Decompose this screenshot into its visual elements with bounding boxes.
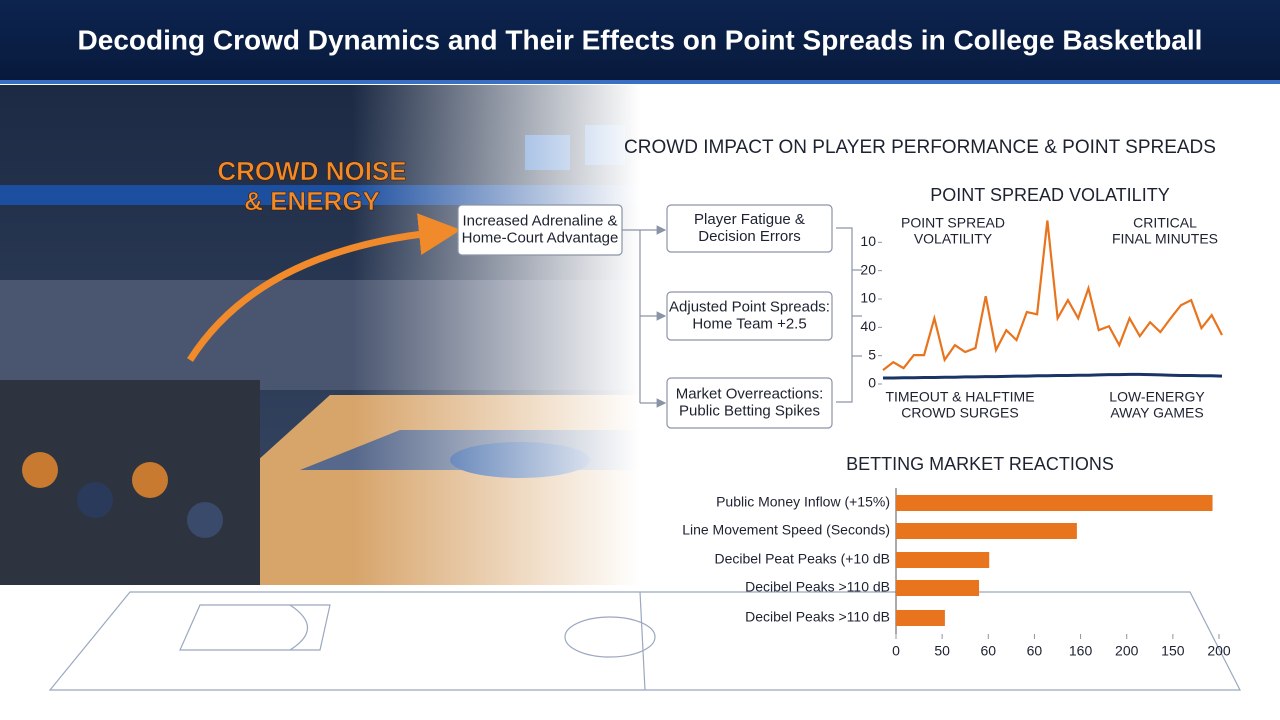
chart-title: BETTING MARKET REACTIONS (846, 454, 1114, 474)
bar (896, 523, 1077, 539)
node-label: Market Overreactions: (676, 385, 824, 402)
x-tick-label: 60 (980, 643, 996, 659)
header-rule (0, 80, 1280, 84)
annotation: CROWD SURGES (901, 405, 1018, 421)
x-tick-label: 150 (1161, 643, 1185, 659)
y-tick-label: 10 (860, 290, 876, 306)
node-label: Home-Court Advantage (462, 229, 619, 246)
line-series (883, 372, 1223, 380)
arena-photo (0, 85, 640, 585)
node-label: Player Fatigue & (694, 211, 805, 228)
category-label: Decibel Peaks >110 dB (745, 609, 890, 625)
bar (896, 495, 1213, 511)
chart-title: POINT SPREAD VOLATILITY (930, 185, 1169, 205)
bar (896, 552, 990, 568)
x-tick-label: 0 (892, 643, 900, 659)
diagram-title: CROWD IMPACT ON PLAYER PERFORMANCE & POI… (624, 137, 1216, 158)
connectors (622, 225, 862, 408)
bar (896, 580, 980, 596)
y-tick-label: 5 (868, 346, 876, 362)
node-label: Home Team +2.5 (692, 315, 806, 332)
annotation: FINAL MINUTES (1112, 231, 1218, 247)
court-sketch (48, 591, 1241, 691)
diagram-node: Increased Adrenaline &Home-Court Advanta… (457, 204, 623, 256)
y-tick-label: 0 (868, 375, 876, 391)
category-label: Decibel Peaks >110 dB (745, 579, 890, 595)
diagram-node: Player Fatigue &Decision Errors (666, 204, 833, 253)
node-box (666, 204, 833, 253)
category-label: Decibel Peat Peaks (+10 dB (715, 551, 891, 567)
x-tick-label: 160 (1069, 643, 1093, 659)
y-tick-label: 10 (860, 233, 876, 249)
node-label: Decision Errors (698, 228, 801, 245)
x-tick-label: 200 (1207, 643, 1231, 659)
y-tick-label: 40 (860, 318, 876, 334)
node-box (666, 377, 833, 429)
bar (896, 610, 945, 626)
annotation: LOW-ENERGY (1109, 389, 1205, 405)
diagram-node: Market Overreactions:Public Betting Spik… (666, 377, 833, 429)
y-tick-label: 20 (860, 261, 876, 277)
annotation: CRITICAL (1133, 215, 1197, 231)
node-label: Increased Adrenaline & (462, 212, 617, 229)
category-label: Public Money Inflow (+15%) (716, 494, 890, 510)
page-title: Decoding Crowd Dynamics and Their Effect… (78, 24, 1203, 55)
line-series (882, 220, 1223, 371)
annotation: TIMEOUT & HALFTIME (885, 389, 1034, 405)
node-box (666, 291, 833, 341)
x-tick-label: 60 (1027, 643, 1043, 659)
node-label: Adjusted Point Spreads: (669, 298, 830, 315)
x-tick-label: 200 (1115, 643, 1139, 659)
annotation: VOLATILITY (914, 231, 993, 247)
photo-callout: CROWD NOISE (217, 156, 406, 186)
node-label: Public Betting Spikes (679, 402, 820, 419)
annotation: AWAY GAMES (1110, 405, 1203, 421)
annotation: POINT SPREAD (901, 215, 1005, 231)
photo-callout: & ENERGY (244, 186, 380, 216)
diagram-node: Adjusted Point Spreads:Home Team +2.5 (666, 291, 833, 341)
header (0, 0, 1280, 80)
node-box (457, 204, 623, 256)
category-label: Line Movement Speed (Seconds) (682, 522, 890, 538)
x-tick-label: 50 (934, 643, 950, 659)
